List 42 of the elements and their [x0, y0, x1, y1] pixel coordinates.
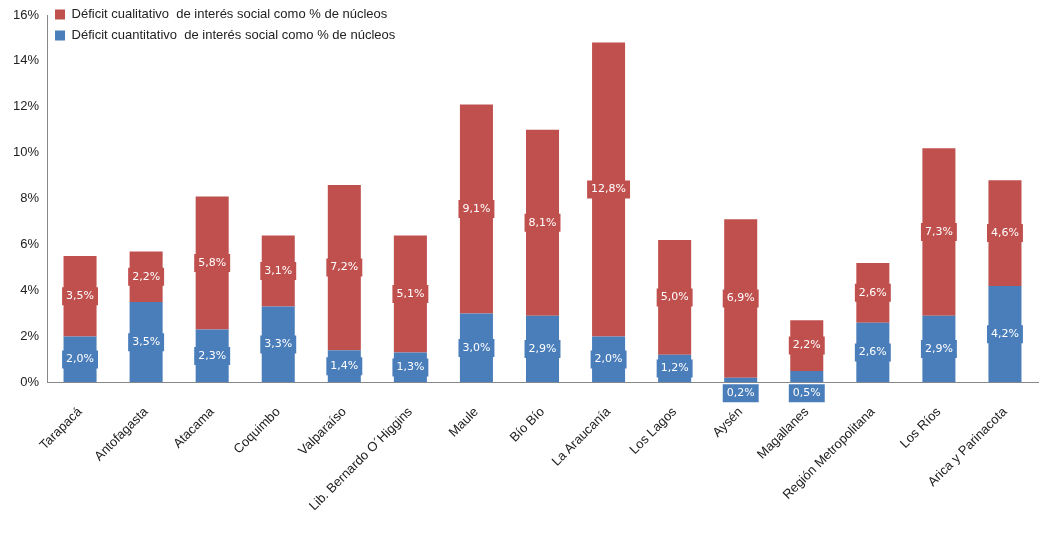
x-tick-label: Bío Bío: [506, 403, 548, 445]
data-label: 2,2%: [792, 338, 821, 352]
y-tick-label: 2%: [20, 328, 40, 344]
data-label: 0,5%: [792, 386, 821, 400]
data-label: 2,3%: [198, 348, 227, 362]
y-tick-label: 0%: [20, 373, 40, 389]
data-label: 12,8%: [591, 182, 627, 196]
legend-label: Déficit cualitativo de interés social como % de núcleos: [71, 6, 388, 22]
y-tick-label: 14%: [12, 52, 40, 68]
data-label: 2,0%: [594, 352, 623, 366]
data-label: 3,0%: [462, 340, 491, 354]
data-label: 3,3%: [264, 337, 293, 351]
data-label: 4,2%: [990, 327, 1019, 340]
data-label: 0,2%: [726, 386, 755, 400]
y-tick-label: 4%: [20, 282, 40, 298]
data-label: 2,9%: [528, 341, 557, 355]
y-tick-label: 16%: [12, 6, 40, 22]
data-label: 4,6%: [990, 225, 1019, 239]
data-label: 7,3%: [924, 224, 953, 238]
data-label: 2,0%: [66, 352, 95, 366]
data-label: 9,1%: [462, 201, 491, 215]
data-label: 7,2%: [330, 260, 359, 274]
y-tick-label: 10%: [12, 144, 40, 160]
data-label: 5,0%: [660, 290, 689, 304]
data-label: 3,5%: [66, 289, 95, 303]
y-tick-label: 6%: [20, 236, 40, 252]
data-label: 2,9%: [924, 341, 953, 355]
data-label: 8,1%: [528, 215, 557, 229]
data-label: 3,5%: [132, 335, 161, 349]
y-tick-label: 8%: [20, 190, 40, 206]
data-label: 1,2%: [660, 361, 689, 375]
legend-label: Déficit cuantitativo de interés social como % de núcleos: [71, 27, 396, 43]
data-label: 2,2%: [132, 269, 161, 283]
data-label: 2,6%: [858, 345, 887, 359]
data-label: 1,4%: [330, 359, 359, 373]
data-label: 2,6%: [858, 285, 887, 299]
data-label: 3,1%: [264, 263, 293, 277]
data-label: 1,3%: [396, 360, 425, 374]
data-label: 5,8%: [198, 255, 227, 269]
y-tick-label: 12%: [12, 98, 40, 114]
data-label: 6,9%: [726, 291, 755, 305]
data-label: 5,1%: [396, 286, 425, 300]
